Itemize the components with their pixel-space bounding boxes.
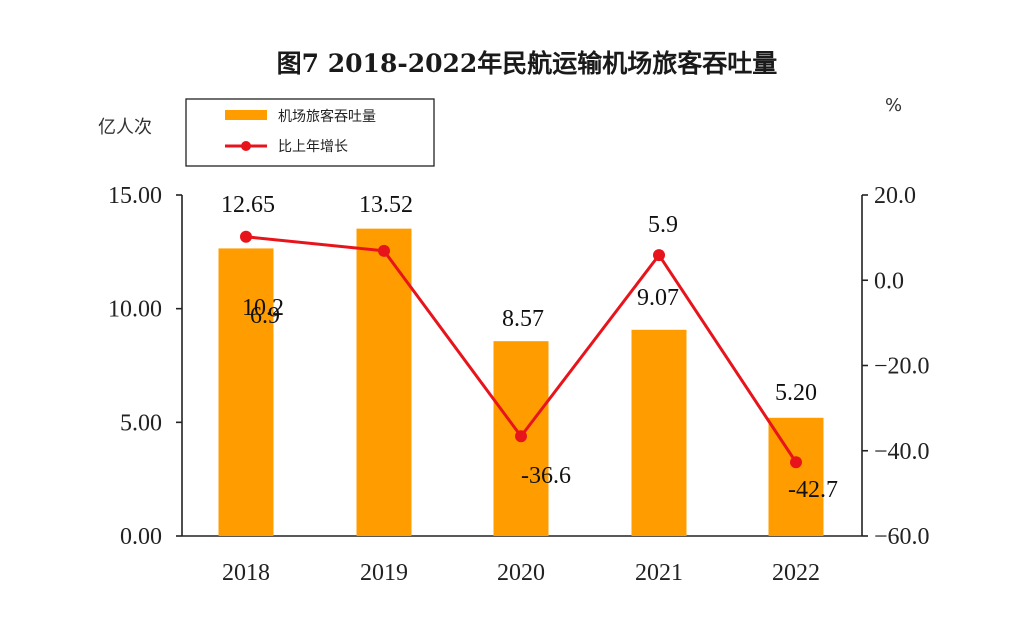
y-right-tick-label: −40.0 — [874, 439, 930, 465]
bar-value-label: 8.57 — [502, 306, 544, 332]
y-right-tick-label: 20.0 — [874, 183, 916, 209]
legend-line-label: 比上年增长 — [278, 139, 348, 155]
x-tick-label: 2021 — [635, 560, 683, 586]
y-left-tick-label: 0.00 — [120, 524, 162, 550]
bar-value-label: 5.20 — [775, 380, 817, 406]
y-left-tick-label: 10.00 — [108, 297, 162, 323]
growth-value-label: 5.9 — [648, 212, 678, 238]
growth-point — [240, 230, 252, 243]
chart-title: 图7 2018-2022年民航运输机场旅客吞吐量 — [277, 49, 778, 78]
growth-value-label: 6.9 — [250, 303, 280, 329]
bar — [631, 329, 687, 536]
bar-value-label: 13.52 — [359, 192, 413, 218]
x-tick-label: 2022 — [772, 560, 820, 586]
x-tick-label: 2018 — [222, 560, 270, 586]
growth-value-label: -36.6 — [521, 463, 571, 489]
y-right-tick-label: −20.0 — [874, 354, 930, 380]
bar — [356, 228, 412, 537]
x-tick-label: 2019 — [360, 560, 408, 586]
x-tick-label: 2020 — [497, 560, 545, 586]
legend-bar-swatch — [225, 110, 267, 120]
growth-value-label: 10.2 — [242, 295, 284, 321]
legend-bar-label: 机场旅客吞吐量 — [278, 108, 376, 125]
y-left-axis-title: 亿人次 — [98, 117, 152, 138]
growth-point — [653, 249, 665, 262]
growth-point — [515, 430, 527, 443]
y-right-tick-label: 0.0 — [874, 268, 904, 294]
bar — [768, 417, 824, 536]
growth-point — [790, 456, 802, 469]
y-left-tick-label: 5.00 — [120, 410, 162, 436]
legend-line-marker — [241, 141, 251, 151]
bar — [218, 248, 274, 536]
bar-value-label: 12.65 — [221, 192, 275, 218]
growth-value-label: -42.7 — [788, 477, 838, 503]
bar-value-label: 9.07 — [637, 285, 679, 311]
y-left-tick-label: 15.00 — [108, 183, 162, 209]
growth-point — [378, 244, 390, 257]
y-right-tick-label: −60.0 — [874, 524, 930, 550]
plot-area: 0.00 5.00 10.00 15.00 −60.0 −40.0 −20.0 0.0 20.0… — [108, 183, 930, 586]
y-right-axis-title: % — [885, 95, 902, 116]
